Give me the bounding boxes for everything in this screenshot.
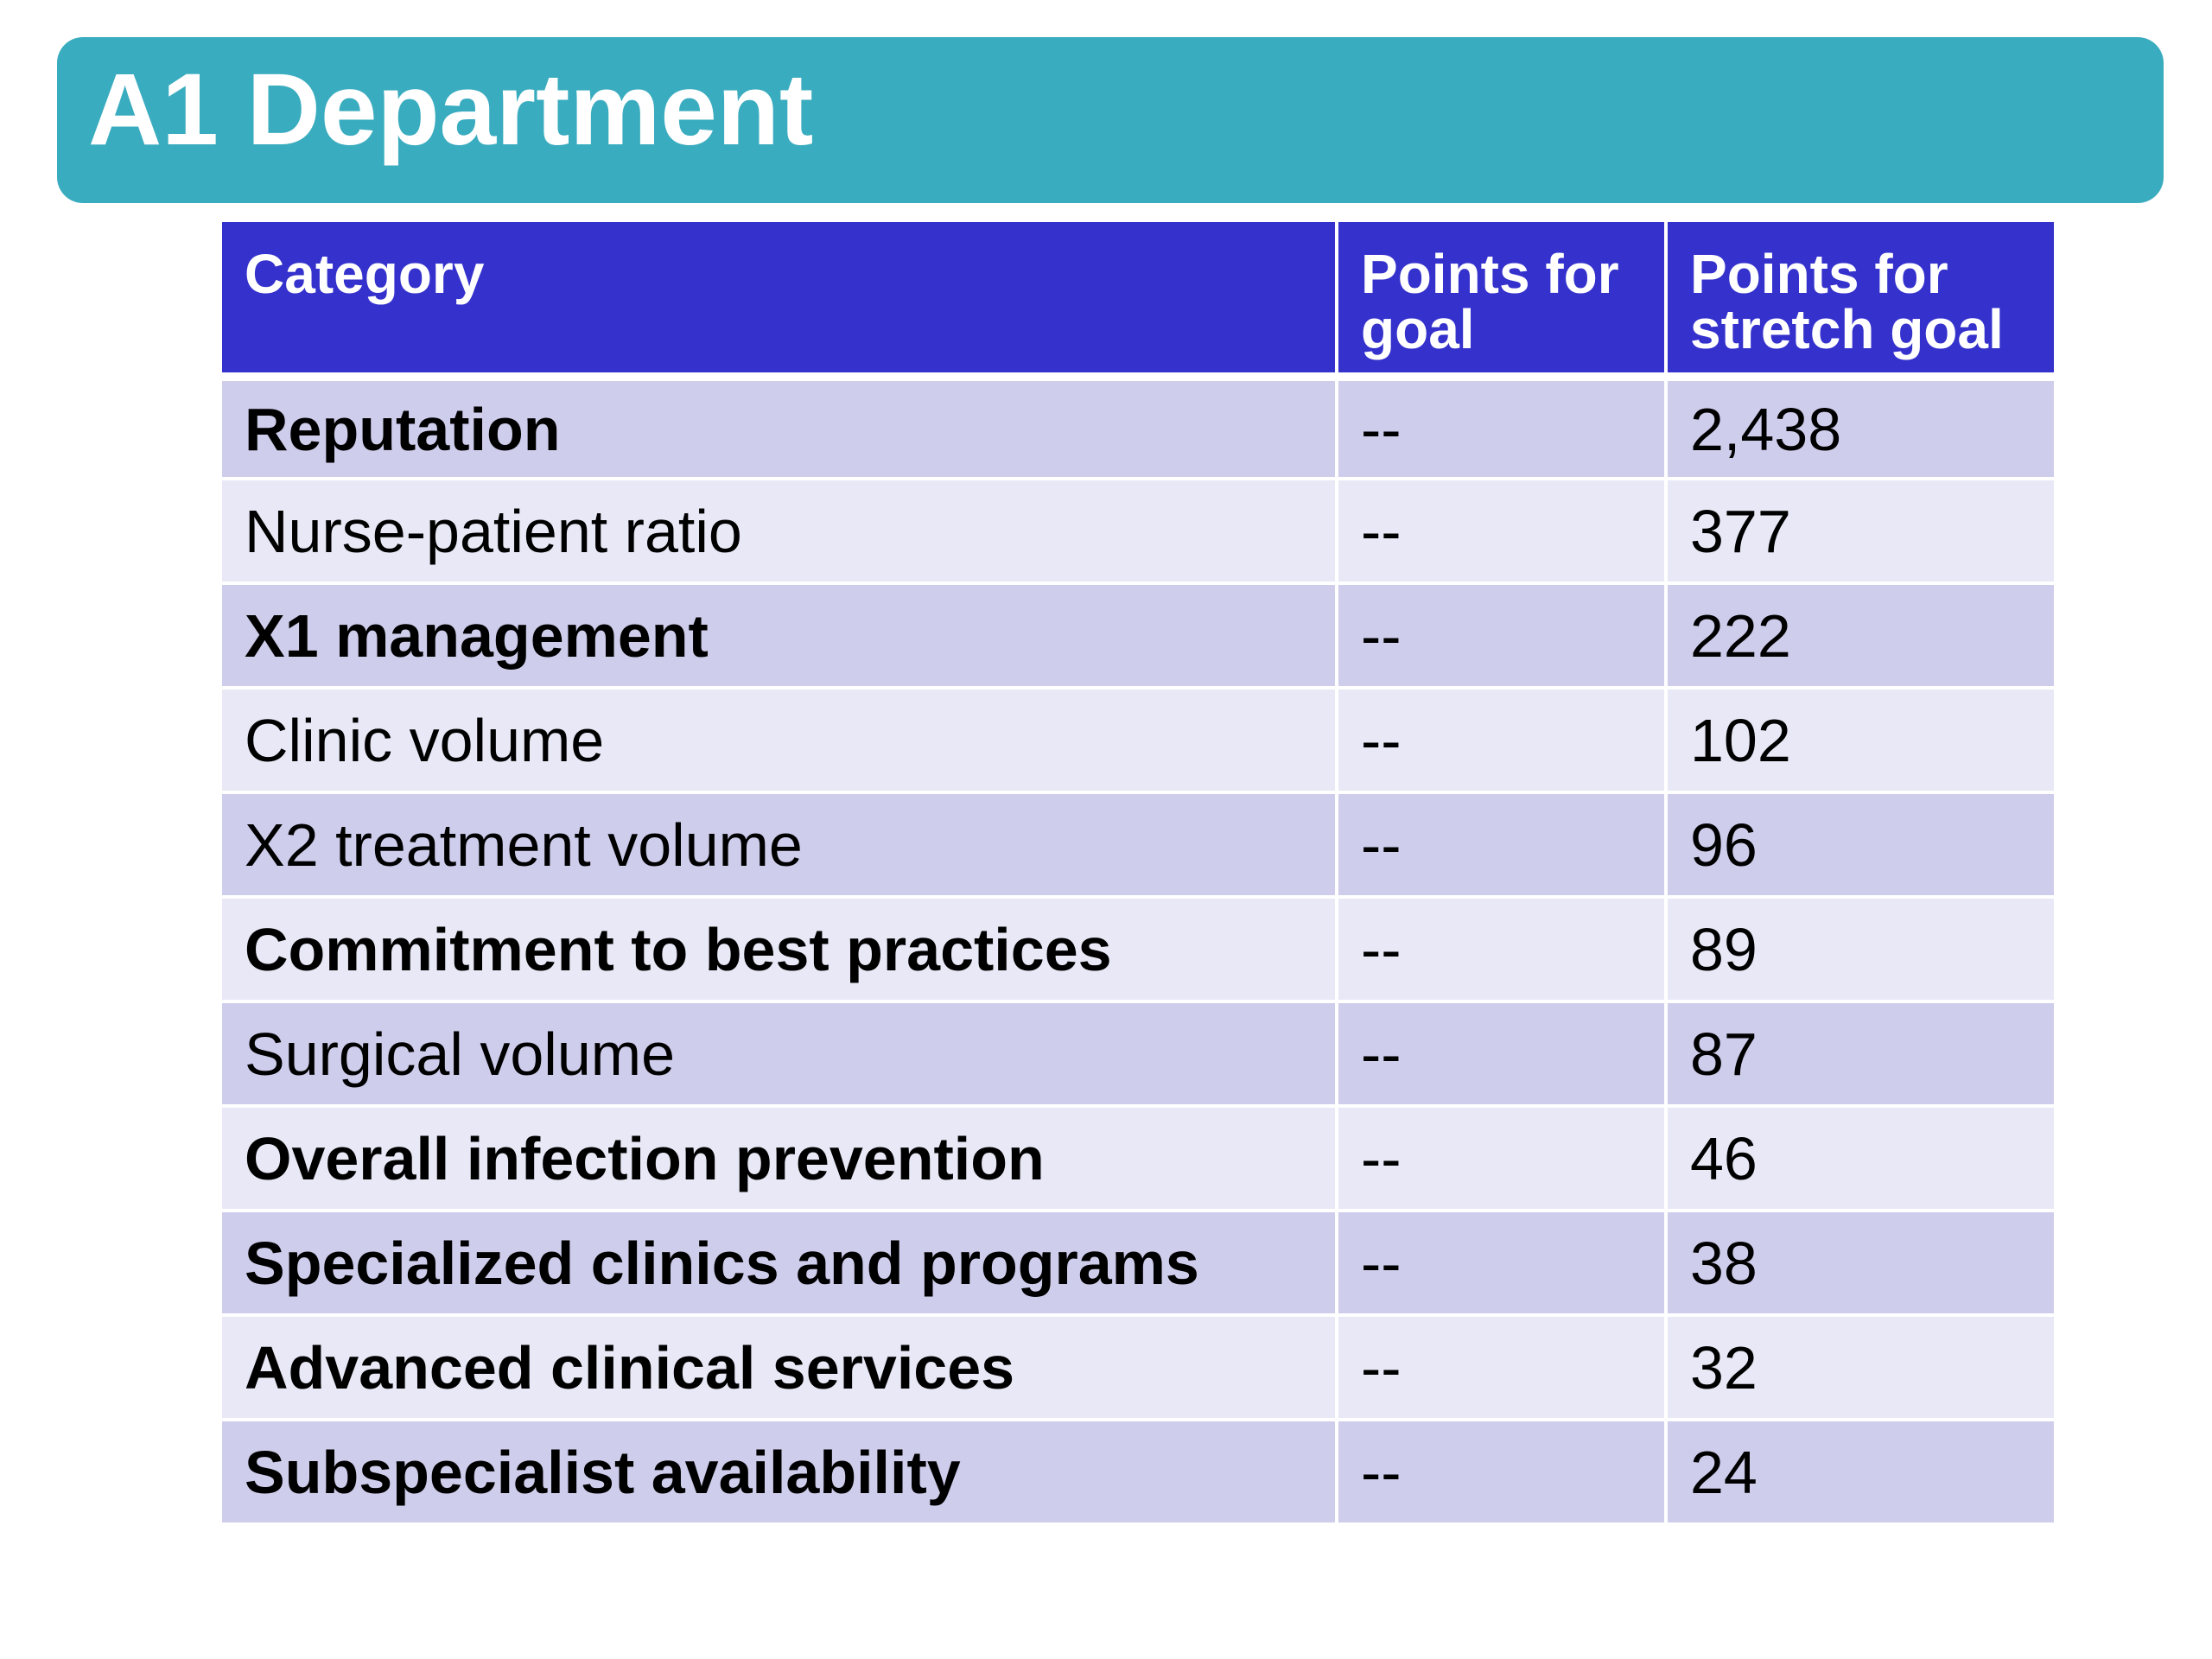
points-goal-cell: --	[1338, 1108, 1664, 1209]
points-stretch-cell: 24	[1668, 1421, 2054, 1522]
header-points-stretch-line2: stretch goal	[1690, 298, 2004, 360]
table-row: Nurse-patient ratio -- 377	[222, 480, 2054, 582]
category-cell: Advanced clinical services	[222, 1317, 1335, 1418]
points-goal-cell: --	[1338, 480, 1664, 582]
points-stretch-cell: 377	[1668, 480, 2054, 582]
table-header-row: Category Points for goal Points for stretc…	[222, 222, 2054, 372]
points-goal-cell: --	[1338, 376, 1664, 477]
points-stretch-cell: 96	[1668, 794, 2054, 895]
points-goal-cell: --	[1338, 1212, 1664, 1313]
header-category-label: Category	[245, 243, 485, 305]
category-cell: Reputation	[222, 376, 1335, 477]
table-row: Specialized clinics and programs -- 38	[222, 1212, 2054, 1313]
points-goal-cell: --	[1338, 794, 1664, 895]
table-body: Reputation -- 2,438 Nurse-patient ratio -- 37…	[222, 376, 2054, 1522]
points-goal-cell: --	[1338, 1421, 1664, 1522]
category-cell: X2 treatment volume	[222, 794, 1335, 895]
table-row: Commitment to best practices -- 89	[222, 899, 2054, 1000]
category-cell: Commitment to best practices	[222, 899, 1335, 1000]
table-row: X2 treatment volume -- 96	[222, 794, 2054, 895]
table-row: Surgical volume -- 87	[222, 1003, 2054, 1104]
points-goal-cell: --	[1338, 690, 1664, 791]
table-row: Subspecialist availability -- 24	[222, 1421, 2054, 1522]
points-stretch-cell: 32	[1668, 1317, 2054, 1418]
points-goal-cell: --	[1338, 1317, 1664, 1418]
title-banner: A1 Department	[57, 37, 2164, 203]
category-cell: X1 management	[222, 585, 1335, 686]
points-stretch-cell: 89	[1668, 899, 2054, 1000]
category-cell: Nurse-patient ratio	[222, 480, 1335, 582]
points-goal-cell: --	[1338, 899, 1664, 1000]
points-stretch-cell: 2,438	[1668, 376, 2054, 477]
category-cell: Specialized clinics and programs	[222, 1212, 1335, 1313]
points-table-container: Category Points for goal Points for stretc…	[222, 222, 2054, 1522]
points-goal-cell: --	[1338, 1003, 1664, 1104]
table-row: Overall infection prevention -- 46	[222, 1108, 2054, 1209]
table-row: X1 management -- 222	[222, 585, 2054, 686]
points-table: Category Points for goal Points for stretc…	[219, 219, 2057, 1526]
category-cell: Surgical volume	[222, 1003, 1335, 1104]
header-points-stretch: Points for stretch goal	[1668, 222, 2054, 372]
header-points-goal-line2: goal	[1361, 298, 1475, 360]
points-stretch-cell: 38	[1668, 1212, 2054, 1313]
table-row: Clinic volume -- 102	[222, 690, 2054, 791]
points-stretch-cell: 102	[1668, 690, 2054, 791]
category-cell: Subspecialist availability	[222, 1421, 1335, 1522]
header-points-goal-line1: Points for	[1361, 243, 1619, 305]
category-cell: Overall infection prevention	[222, 1108, 1335, 1209]
table-row: Reputation -- 2,438	[222, 376, 2054, 477]
category-cell: Clinic volume	[222, 690, 1335, 791]
page-title: A1 Department	[88, 53, 814, 167]
header-points-goal: Points for goal	[1338, 222, 1664, 372]
table-row: Advanced clinical services -- 32	[222, 1317, 2054, 1418]
points-stretch-cell: 222	[1668, 585, 2054, 686]
points-stretch-cell: 87	[1668, 1003, 2054, 1104]
points-stretch-cell: 46	[1668, 1108, 2054, 1209]
header-category: Category	[222, 222, 1335, 372]
header-points-stretch-line1: Points for	[1690, 243, 1948, 305]
points-goal-cell: --	[1338, 585, 1664, 686]
